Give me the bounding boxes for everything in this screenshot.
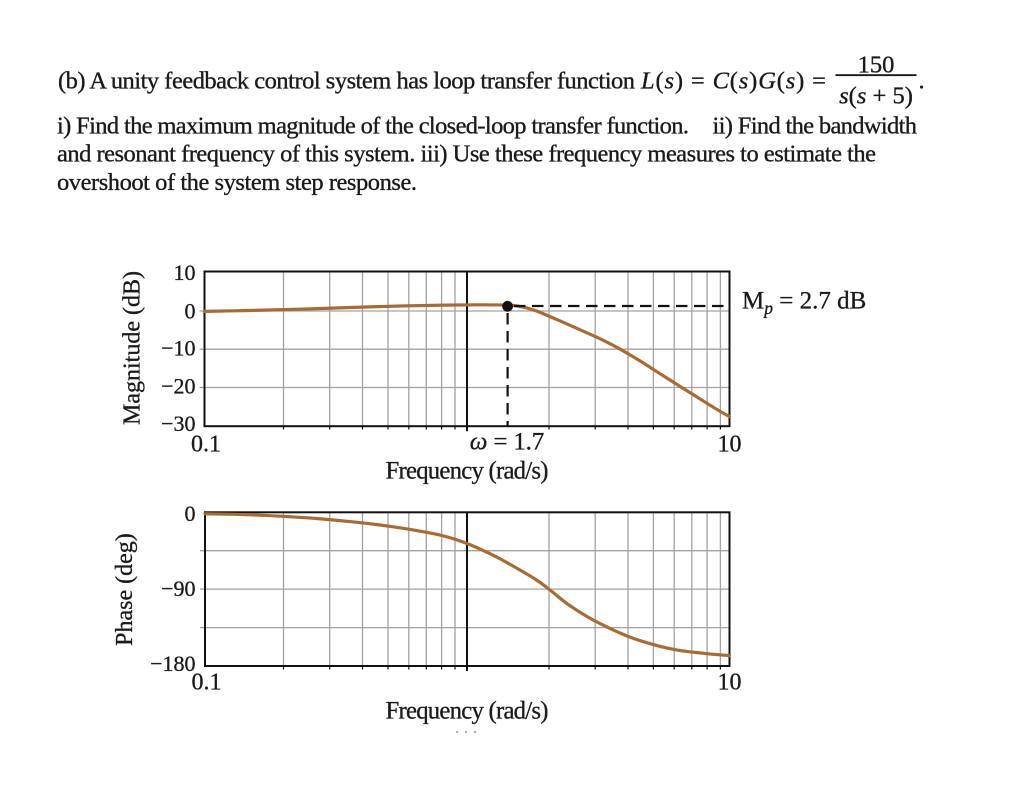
svg-text:and resonant frequency of this: and resonant frequency of this system. i…	[57, 141, 876, 168]
svg-text:−10: −10	[161, 336, 195, 361]
svg-text:ω = 1.7: ω = 1.7	[470, 429, 545, 456]
svg-text:Frequency (rad/s): Frequency (rad/s)	[386, 458, 549, 485]
svg-text:Phase (deg): Phase (deg)	[112, 533, 138, 646]
svg-text:.: .	[919, 68, 925, 95]
svg-text:Magnitude (dB): Magnitude (dB)	[120, 271, 146, 425]
svg-text:Frequency (rad/s): Frequency (rad/s)	[386, 698, 549, 725]
svg-text:i) Find the maximum magnitude: i) Find the maximum magnitude of the clo…	[57, 113, 689, 140]
svg-text:overshoot of the system step r: overshoot of the system step response.	[57, 169, 417, 196]
svg-text:−30: −30	[161, 411, 195, 436]
svg-text:0.1: 0.1	[191, 432, 221, 458]
svg-text:Mp = 2.7 dB: Mp = 2.7 dB	[742, 288, 866, 319]
svg-text:L(s) = C(s)G(s) =: L(s) = C(s)G(s) =	[640, 68, 826, 95]
svg-text:0: 0	[185, 298, 196, 323]
svg-text:0.1: 0.1	[192, 670, 222, 696]
svg-text:−20: −20	[161, 373, 195, 398]
svg-text:0: 0	[185, 501, 196, 526]
svg-text:−90: −90	[161, 576, 195, 601]
svg-text:10: 10	[718, 432, 742, 458]
svg-text:10: 10	[174, 260, 196, 285]
svg-text:10: 10	[718, 670, 742, 696]
svg-text:s(s + 5): s(s + 5)	[839, 83, 913, 110]
svg-text:ii) Find the bandwidth: ii) Find the bandwidth	[713, 113, 918, 140]
svg-text:(b) A unity feedback control s: (b) A unity feedback control system has …	[58, 68, 635, 95]
svg-text:−180: −180	[150, 651, 195, 676]
svg-text:150: 150	[858, 52, 895, 79]
